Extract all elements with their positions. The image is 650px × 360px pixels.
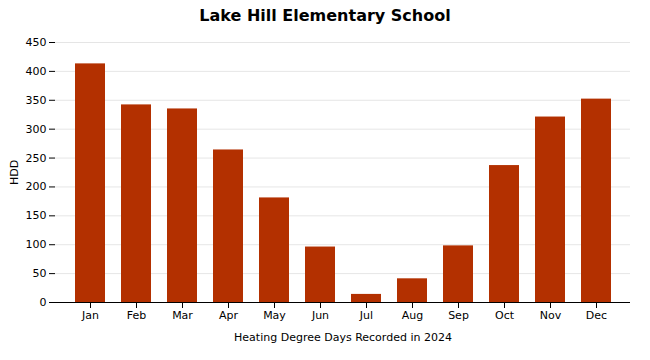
svg-text:300: 300 [26, 123, 47, 136]
svg-text:Jan: Jan [81, 309, 99, 322]
svg-text:Jul: Jul [359, 309, 373, 322]
svg-text:Oct: Oct [495, 309, 515, 322]
svg-text:May: May [263, 309, 286, 322]
svg-text:Apr: Apr [219, 309, 239, 322]
svg-text:150: 150 [26, 209, 47, 222]
svg-text:350: 350 [26, 94, 47, 107]
svg-text:Jun: Jun [311, 309, 329, 322]
svg-text:Heating Degree Days Recorded i: Heating Degree Days Recorded in 2024 [234, 331, 452, 344]
svg-text:100: 100 [26, 238, 47, 251]
svg-text:Nov: Nov [540, 309, 562, 322]
html-text:Lake Hill Elementary School: Lake Hill Elementary School [199, 6, 451, 25]
svg-text:250: 250 [26, 152, 47, 165]
svg-text:50: 50 [33, 267, 47, 280]
svg-text:Sep: Sep [448, 309, 469, 322]
svg-text:Dec: Dec [586, 309, 607, 322]
svg-text:0: 0 [40, 296, 47, 309]
svg-text:Mar: Mar [172, 309, 193, 322]
svg-text:Aug: Aug [402, 309, 423, 322]
svg-text:450: 450 [26, 36, 47, 49]
svg-text:200: 200 [26, 180, 47, 193]
svg-text:Feb: Feb [127, 309, 146, 322]
svg-text:400: 400 [26, 65, 47, 78]
svg-text:HDD: HDD [8, 160, 21, 185]
